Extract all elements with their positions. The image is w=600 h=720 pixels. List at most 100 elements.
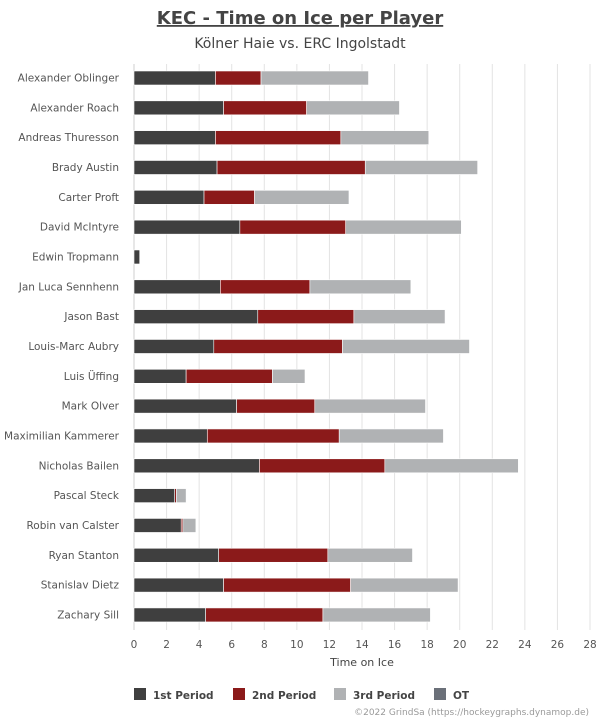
credit-text: ©2022 GrindSa (https://hockeygraphs.dyna… — [354, 708, 589, 718]
legend-label: 3rd Period — [353, 690, 415, 702]
bar-segment — [133, 70, 216, 86]
x-tick-label: 22 — [486, 639, 499, 651]
bar-segment — [213, 339, 343, 354]
bar-segment — [133, 190, 205, 205]
bar-segment — [350, 577, 459, 593]
x-tick-label: 18 — [420, 639, 433, 651]
x-tick-labels: 0 2 4 6 8 10 12 14 16 18 20 22 24 26 28 — [131, 639, 597, 651]
legend-label: OT — [453, 690, 470, 702]
bar-segment — [306, 100, 400, 116]
x-tick-label: 0 — [131, 639, 138, 651]
x-tick-label: 14 — [355, 639, 369, 651]
legend: 1st Period 2nd Period 3rd Period OT — [134, 688, 470, 702]
bar-segment — [345, 219, 462, 235]
category-label: Carter Proft — [58, 192, 119, 204]
bar-segment — [133, 428, 208, 444]
bar-segment — [133, 339, 215, 354]
legend-label: 1st Period — [153, 690, 214, 702]
category-label: Jan Luca Sennhenn — [18, 281, 119, 293]
bar-segment — [259, 458, 386, 474]
bar-segment — [133, 249, 140, 265]
category-label: Stanislav Dietz — [41, 580, 120, 592]
bar-segment — [182, 518, 197, 533]
legend-label: 2nd Period — [252, 690, 316, 702]
bar-segment — [236, 398, 316, 414]
bar-segment — [322, 607, 431, 623]
bar-segment — [133, 100, 224, 116]
category-label: Jason Bast — [63, 311, 119, 323]
bar-segment — [133, 219, 241, 235]
category-labels: Alexander Oblinger Alexander Roach Andreas… — [4, 73, 120, 622]
bar-segment — [133, 577, 224, 593]
legend-swatch — [134, 688, 146, 700]
x-tick-label: 24 — [518, 639, 532, 651]
category-label: Alexander Oblinger — [18, 73, 120, 85]
x-tick-label: 8 — [261, 639, 268, 651]
legend-swatch — [233, 688, 245, 700]
category-label: Maximilian Kammerer — [4, 430, 120, 442]
bar-segment — [309, 279, 412, 295]
x-axis-title: Time on Ice — [329, 656, 394, 669]
bar-segment — [257, 309, 355, 324]
bar-segment — [133, 368, 187, 384]
bar-segment — [133, 309, 259, 324]
bar-segment — [133, 607, 206, 623]
bar-segment — [342, 339, 470, 354]
bar-segment — [216, 160, 366, 175]
category-label: Andreas Thuresson — [18, 132, 119, 144]
bar-segment — [133, 130, 216, 145]
bar-segment — [133, 279, 221, 295]
bar-segment — [239, 219, 347, 235]
category-label: Zachary Sill — [57, 609, 119, 621]
bar-segment — [215, 70, 262, 86]
bar-segment — [260, 70, 369, 86]
bar-segment — [223, 577, 351, 593]
bar-segment — [133, 398, 237, 414]
bar-segment — [206, 428, 340, 444]
bar-segment — [340, 130, 430, 145]
bar-segment — [133, 488, 176, 503]
category-label: Pascal Steck — [54, 490, 120, 502]
x-tick-label: 20 — [453, 639, 466, 651]
x-tick-label: 12 — [323, 639, 336, 651]
category-label: Robin van Calster — [26, 520, 119, 532]
chart-title: KEC - Time on Ice per Player — [157, 8, 444, 29]
bar-segment — [220, 279, 311, 295]
chart-subtitle: Kölner Haie vs. ERC Ingolstadt — [194, 36, 406, 52]
x-tick-label: 2 — [163, 639, 170, 651]
x-tick-label: 28 — [583, 639, 596, 651]
x-tick-label: 4 — [196, 639, 203, 651]
bar-segment — [223, 100, 307, 116]
bar-segment — [215, 130, 342, 145]
category-label: David McIntyre — [40, 222, 119, 234]
bar-segment — [353, 309, 446, 324]
bar-segment — [133, 160, 218, 175]
category-label: Mark Olver — [62, 401, 120, 413]
bar-segment — [314, 398, 426, 414]
bar-segment — [218, 547, 329, 563]
x-tick-label: 10 — [290, 639, 303, 651]
bar-segment — [327, 547, 413, 563]
bar-segment — [205, 607, 324, 623]
bar-segment — [133, 458, 260, 474]
category-label: Nicholas Bailen — [39, 460, 119, 472]
legend-swatch — [434, 688, 446, 700]
bars-group — [133, 70, 519, 623]
category-label: Alexander Roach — [30, 102, 119, 114]
category-label: Luis Üffing — [64, 370, 119, 383]
bar-segment — [272, 368, 306, 384]
bar-segment — [203, 190, 255, 205]
bar-segment — [364, 160, 478, 175]
category-label: Brady Austin — [52, 162, 119, 174]
x-tick-label: 16 — [388, 639, 402, 651]
bar-segment — [384, 458, 519, 474]
x-tick-label: 26 — [551, 639, 565, 651]
bar-segment — [133, 547, 219, 563]
x-tick-label: 6 — [228, 639, 235, 651]
bar-segment — [185, 368, 273, 384]
legend-swatch — [334, 688, 346, 700]
bar-segment — [133, 518, 182, 533]
bar-segment — [254, 190, 350, 205]
category-label: Ryan Stanton — [49, 550, 119, 562]
